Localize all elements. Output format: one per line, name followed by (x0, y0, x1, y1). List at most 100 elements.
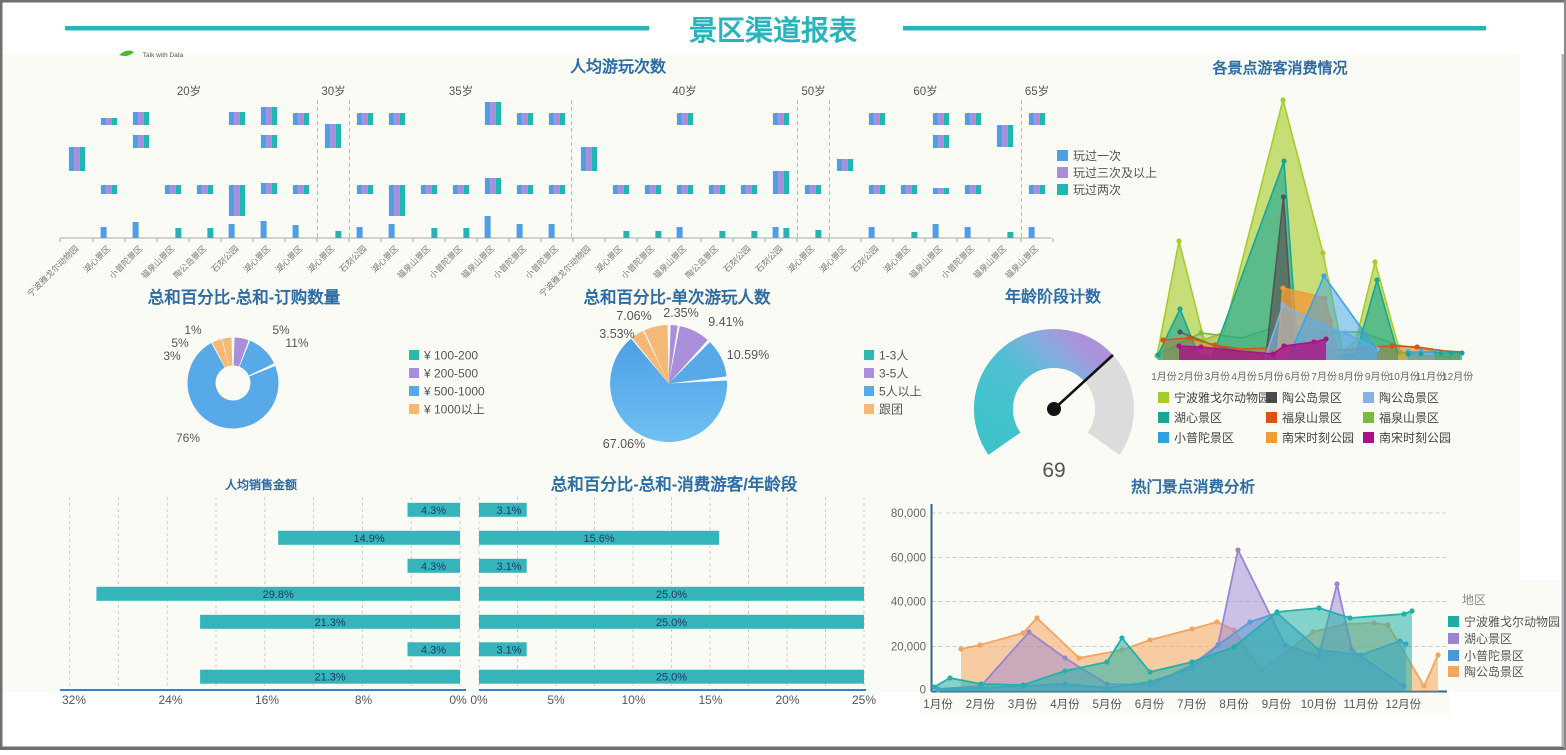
svg-text:3.53%: 3.53% (599, 327, 634, 341)
svg-text:玩过两次: 玩过两次 (1073, 183, 1121, 197)
svg-text:25%: 25% (852, 693, 876, 707)
svg-text:7月份: 7月份 (1177, 698, 1207, 711)
svg-text:4月份: 4月份 (1050, 698, 1080, 711)
svg-text:9.41%: 9.41% (708, 315, 743, 329)
svg-text:2.35%: 2.35% (663, 306, 698, 320)
svg-text:21.3%: 21.3% (314, 672, 345, 684)
svg-text:3.1%: 3.1% (496, 644, 521, 656)
svg-text:小普陀景区: 小普陀景区 (1464, 648, 1524, 663)
svg-text:25.0%: 25.0% (656, 617, 687, 629)
svg-text:陶公岛景区: 陶公岛景区 (1379, 390, 1439, 405)
svg-text:40岁: 40岁 (672, 84, 696, 98)
svg-text:60,000: 60,000 (891, 553, 926, 565)
svg-text:1月份: 1月份 (923, 698, 953, 711)
svg-text:热门景点消费分析: 热门景点消费分析 (1131, 477, 1256, 496)
svg-text:25.0%: 25.0% (656, 589, 687, 601)
svg-text:宁波雅戈尔动物园: 宁波雅戈尔动物园 (1174, 390, 1270, 405)
svg-text:25.0%: 25.0% (656, 672, 687, 684)
svg-text:6月份: 6月份 (1135, 698, 1165, 711)
svg-text:21.3%: 21.3% (314, 617, 345, 629)
svg-text:¥ 100-200: ¥ 100-200 (423, 349, 478, 363)
svg-text:12月份: 12月份 (1442, 371, 1473, 383)
svg-text:宁波雅戈尔动物园: 宁波雅戈尔动物园 (1464, 614, 1560, 629)
svg-text:跟团: 跟团 (879, 403, 903, 417)
svg-text:9月份: 9月份 (1365, 371, 1391, 383)
svg-text:陶公岛景区: 陶公岛景区 (1282, 390, 1342, 405)
svg-text:南宋时刻公园: 南宋时刻公园 (1379, 430, 1451, 445)
svg-text:福泉山景区: 福泉山景区 (1379, 410, 1439, 425)
svg-text:50岁: 50岁 (801, 84, 825, 98)
svg-text:陶公岛景区: 陶公岛景区 (1464, 664, 1524, 679)
svg-text:7月份: 7月份 (1311, 371, 1337, 383)
svg-text:29.8%: 29.8% (263, 589, 294, 601)
svg-text:80,000: 80,000 (891, 508, 926, 520)
svg-text:各景点游客消费情况: 各景点游客消费情况 (1211, 59, 1347, 77)
svg-text:总和百分比-总和-订购数量: 总和百分比-总和-订购数量 (148, 287, 341, 307)
svg-text:5月份: 5月份 (1092, 698, 1122, 711)
svg-text:4.3%: 4.3% (421, 644, 446, 656)
svg-text:67.06%: 67.06% (603, 437, 645, 451)
svg-text:3-5人: 3-5人 (879, 367, 908, 381)
svg-text:3.1%: 3.1% (496, 561, 521, 573)
svg-text:总和百分比-总和-消费游客/年龄段: 总和百分比-总和-消费游客/年龄段 (551, 474, 798, 494)
svg-text:32%: 32% (62, 693, 86, 707)
svg-text:20,000: 20,000 (891, 642, 926, 654)
svg-text:10月份: 10月份 (1301, 698, 1337, 711)
svg-text:湖心景区: 湖心景区 (1174, 410, 1222, 425)
svg-text:24%: 24% (158, 693, 182, 707)
svg-text:10月份: 10月份 (1389, 371, 1420, 383)
svg-text:16%: 16% (255, 693, 279, 707)
svg-text:60岁: 60岁 (913, 84, 937, 98)
svg-text:8月份: 8月份 (1219, 698, 1249, 711)
svg-text:4.3%: 4.3% (421, 561, 446, 573)
svg-text:0%: 0% (449, 693, 467, 707)
svg-text:76%: 76% (176, 431, 200, 445)
svg-text:4.3%: 4.3% (421, 505, 446, 517)
svg-text:3月份: 3月份 (1205, 371, 1231, 383)
svg-text:南宋时刻公园: 南宋时刻公园 (1282, 430, 1354, 445)
svg-text:15%: 15% (698, 693, 722, 707)
svg-text:20岁: 20岁 (177, 84, 201, 98)
svg-text:5%: 5% (547, 693, 565, 707)
svg-text:0%: 0% (470, 693, 488, 707)
svg-text:人均游玩次数: 人均游玩次数 (570, 57, 667, 76)
svg-text:0: 0 (920, 685, 926, 697)
svg-text:6月份: 6月份 (1285, 371, 1311, 383)
svg-text:4月份: 4月份 (1231, 371, 1257, 383)
svg-text:玩过三次及以上: 玩过三次及以上 (1073, 166, 1157, 180)
svg-text:2月份: 2月份 (966, 698, 996, 711)
svg-text:年龄阶段计数: 年龄阶段计数 (1005, 287, 1102, 306)
svg-text:8月份: 8月份 (1338, 371, 1364, 383)
svg-text:7.06%: 7.06% (616, 309, 651, 323)
svg-text:35岁: 35岁 (449, 84, 473, 98)
svg-text:30岁: 30岁 (321, 84, 345, 98)
svg-text:玩过一次: 玩过一次 (1073, 149, 1121, 163)
svg-text:1月份: 1月份 (1151, 371, 1177, 383)
svg-text:小普陀景区: 小普陀景区 (1174, 430, 1234, 445)
svg-text:14.9%: 14.9% (354, 533, 385, 545)
svg-text:20%: 20% (775, 693, 799, 707)
svg-text:8%: 8% (355, 693, 373, 707)
svg-text:65岁: 65岁 (1025, 84, 1049, 98)
svg-text:5%: 5% (272, 323, 290, 337)
svg-text:景区渠道报表: 景区渠道报表 (689, 14, 857, 46)
svg-text:11%: 11% (285, 336, 308, 350)
svg-text:10%: 10% (621, 693, 645, 707)
svg-text:3%: 3% (163, 349, 181, 363)
svg-text:地区: 地区 (1462, 593, 1486, 607)
svg-text:69: 69 (1042, 459, 1065, 482)
svg-text:1%: 1% (184, 323, 202, 337)
svg-text:湖心景区: 湖心景区 (1464, 631, 1512, 646)
svg-text:15.6%: 15.6% (584, 533, 615, 545)
svg-text:11月份: 11月份 (1344, 698, 1379, 711)
svg-text:40,000: 40,000 (891, 597, 926, 609)
svg-text:11月份: 11月份 (1416, 371, 1446, 383)
svg-text:5%: 5% (171, 336, 189, 350)
svg-text:总和百分比-单次游玩人数: 总和百分比-单次游玩人数 (584, 287, 771, 307)
svg-text:10.59%: 10.59% (727, 348, 769, 362)
svg-text:人均销售金额: 人均销售金额 (225, 477, 297, 492)
svg-text:¥ 1000以上: ¥ 1000以上 (423, 403, 485, 417)
svg-text:3月份: 3月份 (1008, 698, 1038, 711)
svg-text:福泉山景区: 福泉山景区 (1282, 410, 1342, 425)
svg-text:5月份: 5月份 (1258, 371, 1284, 383)
